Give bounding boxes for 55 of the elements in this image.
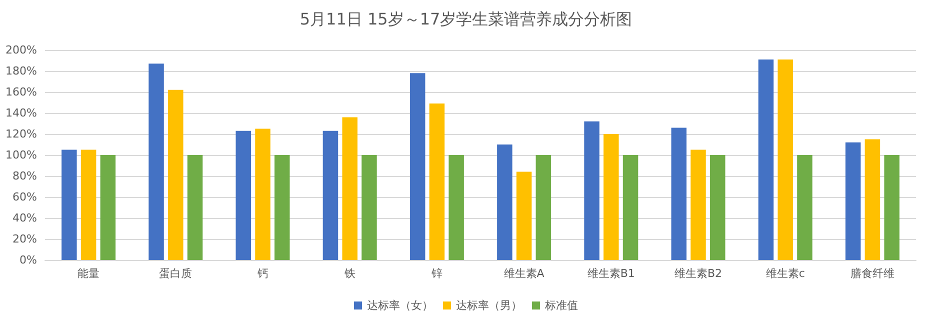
- bar: [690, 150, 706, 260]
- x-tick-label: 膳食纤维: [850, 267, 894, 280]
- bar: [429, 104, 445, 260]
- bar: [168, 90, 184, 260]
- y-tick-label: 0%: [20, 254, 37, 266]
- bar: [797, 155, 812, 260]
- x-tick-label: 维生素B1: [587, 267, 635, 280]
- bar: [236, 130, 252, 260]
- y-tick-label: 200%: [6, 44, 37, 56]
- y-tick-label: 160%: [6, 86, 37, 98]
- bar: [671, 128, 687, 260]
- bar: [536, 155, 552, 260]
- y-tick-label: 40%: [12, 212, 37, 224]
- bar: [758, 59, 774, 260]
- y-tick-label: 20%: [12, 232, 37, 246]
- bar: [845, 142, 861, 260]
- y-tick-label: 120%: [6, 128, 37, 140]
- bar: [362, 155, 377, 260]
- bar: [342, 117, 358, 260]
- legend-label: 达标率（女）: [367, 299, 433, 312]
- y-tick-label: 100%: [6, 148, 37, 162]
- bar: [148, 64, 164, 260]
- bar: [410, 73, 426, 260]
- y-tick-label: 60%: [12, 190, 37, 204]
- bar: [497, 144, 512, 260]
- bar: [322, 130, 338, 260]
- x-tick-label: 锌: [430, 267, 442, 280]
- bar: [778, 59, 793, 260]
- bar: [448, 155, 464, 260]
- y-tick-label: 180%: [6, 64, 37, 78]
- chart-title: 5月11日 15岁～17岁学生菜谱营养成分分析图: [300, 10, 632, 28]
- y-tick-label: 140%: [6, 106, 37, 120]
- bar: [187, 155, 203, 260]
- bar: [100, 155, 116, 260]
- bar: [255, 128, 270, 260]
- legend-label: 达标率（男）: [456, 299, 522, 312]
- x-tick-label: 维生素c: [766, 267, 805, 280]
- x-tick-label: 钙: [256, 267, 268, 280]
- x-tick-label: 铁: [343, 267, 356, 280]
- x-tick-label: 维生素A: [504, 267, 545, 280]
- bar: [604, 134, 619, 260]
- x-tick-label: 维生素B2: [674, 267, 722, 280]
- bar: [80, 150, 96, 260]
- x-tick-label: 蛋白质: [159, 267, 192, 280]
- bar: [62, 150, 77, 260]
- bar: [274, 155, 290, 260]
- bar: [710, 155, 726, 260]
- bar: [516, 172, 532, 260]
- bar: [884, 155, 900, 260]
- x-tick-label: 能量: [78, 267, 100, 280]
- y-tick-label: 80%: [12, 170, 37, 182]
- bar: [622, 155, 638, 260]
- bar: [584, 121, 600, 260]
- bar: [864, 139, 880, 260]
- legend-label: 标准值: [544, 299, 578, 312]
